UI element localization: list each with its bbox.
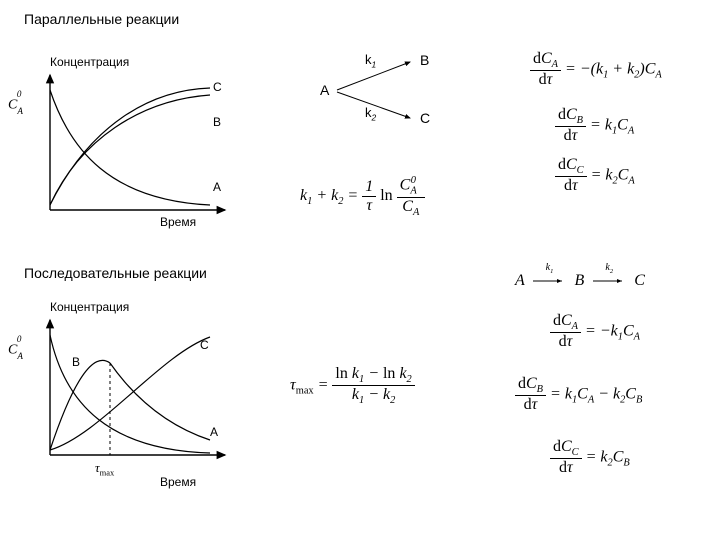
title-parallel: Параллельные реакции — [24, 11, 179, 27]
title-sequential: Последовательные реакции — [24, 265, 207, 281]
scheme-k2: k2 — [365, 105, 376, 123]
chart2-label-b: B — [72, 355, 80, 369]
chart1-label-a: A — [213, 180, 221, 194]
time-label-1: Время — [160, 215, 196, 229]
eq-seq-dcb: dCBdτ = k1CA − k2CB — [515, 375, 642, 414]
concentration-label-2: Концентрация — [50, 300, 129, 314]
scheme-sequential: A k1 B k2 C — [515, 272, 645, 290]
eq-parallel-sum: k1 + k2 = 1τ ln CA0CA — [300, 175, 425, 218]
chart1-svg — [30, 70, 240, 230]
concentration-label-1: Концентрация — [50, 55, 129, 69]
eq-parallel-dca: dCAdτ = −(k1 + k2)CA — [530, 50, 662, 89]
tau-max-label: τmax — [95, 460, 114, 478]
chart1-label-c: C — [213, 80, 222, 94]
scheme-k1: k1 — [365, 52, 376, 70]
scheme-parallel: A B C k1 k2 — [315, 50, 445, 130]
ca0-label-2: CA0 — [8, 340, 27, 359]
scheme-c: C — [420, 110, 430, 126]
eq-seq-dca: dCAdτ = −k1CA — [550, 312, 640, 351]
chart-sequential: Концентрация C B A Время τmax — [30, 300, 250, 500]
scheme-b: B — [420, 52, 429, 68]
scheme-a: A — [320, 82, 329, 98]
time-label-2: Время — [160, 475, 196, 489]
chart2-label-c: C — [200, 338, 209, 352]
chart-parallel: Концентрация C B A Время — [30, 55, 250, 230]
ca0-label-1: CA0 — [8, 95, 27, 114]
eq-tmax: τmax = ln k1 − ln k2 k1 − k2 — [290, 365, 415, 406]
eq-parallel-dcb: dCBdτ = k1CA — [555, 106, 634, 145]
eq-seq-dcc: dCCdτ = k2CB — [550, 438, 630, 477]
eq-parallel-dcc: dCCdτ = k2CA — [555, 156, 635, 195]
chart1-label-b: B — [213, 115, 221, 129]
chart2-label-a: A — [210, 425, 218, 439]
